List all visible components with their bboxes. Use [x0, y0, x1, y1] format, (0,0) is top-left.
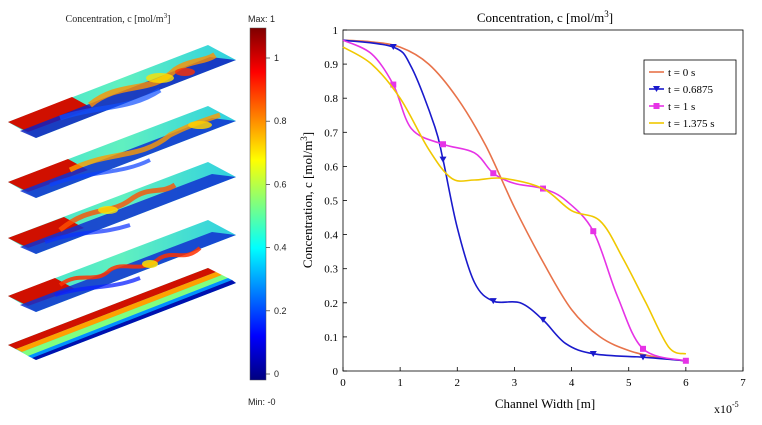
data-point-marker — [440, 141, 446, 148]
x-tick-label: 1 — [397, 377, 403, 389]
y-tick-label: 0.7 — [324, 127, 338, 139]
y-axis-ticks: 0 0.1 0.2 0.3 0.4 0.5 0.6 0.7 0.8 0.9 1 — [324, 25, 347, 378]
legend-item: t = 1.375 s — [649, 118, 715, 130]
data-point-marker — [390, 81, 397, 88]
series-line — [342, 39, 686, 362]
legend-item: t = 0 s — [649, 67, 695, 79]
field-snapshots-svg: Concentration, c [mol/m3] — [8, 12, 287, 407]
y-tick-label: 0.5 — [324, 196, 338, 208]
data-point-marker — [490, 170, 497, 177]
data-point-marker — [389, 44, 397, 51]
x-axis-label: Channel Width [m] — [495, 396, 595, 411]
y-tick-label: 0.2 — [324, 298, 338, 310]
y-tick-label: 0.6 — [324, 161, 338, 173]
series-line — [342, 39, 686, 362]
series-1 — [342, 39, 686, 362]
field-snapshot-5 — [8, 268, 236, 360]
legend-label: t = 0.6875 — [668, 84, 714, 96]
x-tick-label: 4 — [569, 377, 575, 389]
y-axis-label: Concentration, c [mol/m3] — [299, 132, 315, 268]
field-snapshot-3 — [8, 162, 236, 254]
colorbar-tick-label: 0.8 — [274, 116, 287, 126]
legend-label: t = 0 s — [668, 67, 695, 79]
data-point-marker — [589, 350, 597, 357]
colorbar-tick-label: 0.6 — [274, 179, 287, 189]
legend-item: t = 1 s — [649, 101, 695, 113]
y-tick-label: 0.8 — [324, 93, 338, 105]
colorbar-max-label: Max: 1 — [248, 14, 275, 24]
legend-label: t = 1.375 s — [668, 118, 715, 130]
series-2 — [342, 39, 686, 362]
y-tick-label: 0.3 — [324, 264, 338, 276]
x-tick-label: 2 — [455, 377, 461, 389]
chart-title: Concentration, c [mol/m3] — [477, 9, 613, 25]
x-tick-label: 5 — [626, 377, 632, 389]
colorbar-min-label: Min: -0 — [248, 397, 276, 407]
y-tick-label: 0 — [333, 366, 339, 378]
legend-marker — [653, 103, 660, 109]
colorbar-tick-label: 1 — [274, 53, 279, 63]
data-point-marker — [590, 228, 597, 235]
legend-label: t = 1 s — [668, 101, 695, 113]
y-tick-label: 0.9 — [324, 59, 338, 71]
field-title: Concentration, c [mol/m3] — [66, 12, 171, 25]
colorbar-tick-label: 0.2 — [274, 306, 287, 316]
data-point-marker — [489, 298, 497, 305]
colorbar-ticks: 1 0.8 0.6 0.4 0.2 0 — [266, 53, 287, 379]
colorbar-tick-label: 0 — [274, 369, 279, 379]
legend-marker — [653, 86, 660, 92]
y-tick-label: 1 — [333, 25, 339, 37]
x-tick-label: 7 — [740, 377, 746, 389]
data-point-marker — [682, 357, 689, 364]
x-tick-label: 0 — [340, 377, 346, 389]
x-axis-ticks: 0 1 2 3 4 5 6 7 — [340, 367, 746, 389]
data-point-marker — [640, 345, 646, 352]
colorbar-tick-label: 0.4 — [274, 243, 287, 253]
data-point-marker — [539, 316, 547, 323]
series-lines — [342, 39, 689, 364]
field-snapshot-2 — [8, 106, 236, 198]
y-tick-label: 0.4 — [324, 230, 338, 242]
series-line — [342, 39, 687, 362]
data-point-marker — [639, 354, 647, 361]
legend-item: t = 0.6875 — [649, 84, 714, 96]
concentration-field-panel: Concentration, c [mol/m3] — [0, 0, 320, 420]
field-snapshot-4 — [8, 220, 236, 312]
colorbar: Max: 1 Min: -0 1 0.8 0.6 0.4 0.2 0 — [248, 14, 287, 407]
y-tick-label: 0.1 — [324, 332, 338, 344]
x-tick-label: 6 — [683, 377, 689, 389]
legend: t = 0 s t = 0.6875 t = 1 s t = 1.375 s — [643, 59, 737, 135]
series-4 — [342, 46, 687, 355]
x-multiplier-label: x10-5 — [714, 400, 739, 416]
x-tick-label: 3 — [512, 377, 518, 389]
data-point-marker — [439, 156, 447, 163]
series-line — [342, 46, 687, 355]
field-snapshot-1 — [8, 45, 236, 138]
